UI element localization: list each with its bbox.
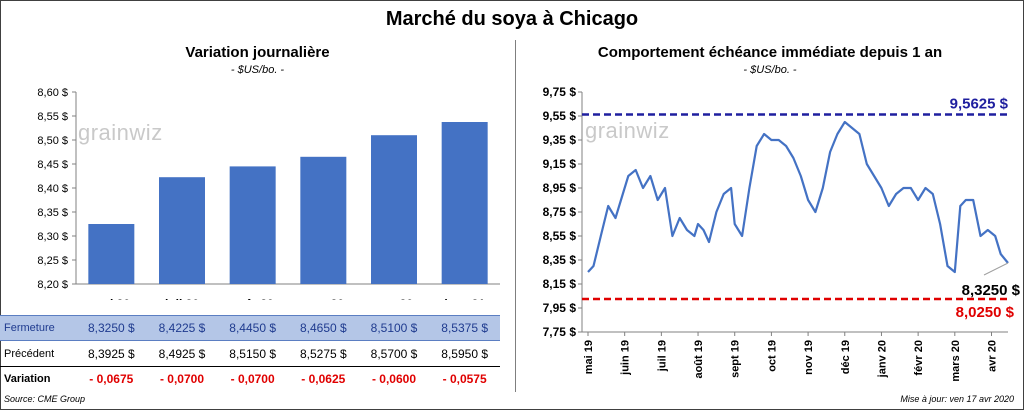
source-note: Source: CME Group bbox=[4, 394, 86, 404]
line-y-tick-label: 8,75 $ bbox=[543, 205, 577, 219]
min-value-label: 8,0250 $ bbox=[956, 304, 1015, 321]
update-note: Mise à jour: ven 17 avr 2020 bbox=[900, 394, 1014, 404]
table-cell: 8,4225 $ bbox=[158, 321, 206, 335]
table-cell: 8,5950 $ bbox=[441, 347, 489, 361]
bar-y-tick-label: 8,60 $ bbox=[37, 87, 68, 99]
table-cell: - 0,0675 bbox=[89, 372, 134, 386]
line-y-tick-label: 7,75 $ bbox=[543, 325, 577, 339]
table-row-label: Précédent bbox=[4, 348, 55, 360]
bar-y-tick-label: 8,20 $ bbox=[37, 279, 68, 291]
left-watermark-logo: grainwiz bbox=[78, 120, 163, 145]
last-value-leader-line bbox=[983, 262, 1009, 276]
table-cell: - 0,0700 bbox=[159, 372, 205, 386]
line-x-tick-label: août 19 bbox=[693, 340, 705, 379]
bar-y-tick-label: 8,55 $ bbox=[37, 111, 68, 123]
bar-y-tick-label: 8,35 $ bbox=[37, 207, 68, 219]
panel-divider bbox=[515, 40, 516, 392]
bar-y-tick-label: 8,45 $ bbox=[37, 159, 68, 171]
bar bbox=[300, 156, 347, 284]
bar-y-tick-label: 8,25 $ bbox=[37, 255, 68, 267]
right-panel-title: Comportement échéance immédiate depuis 1… bbox=[597, 44, 943, 61]
line-x-tick-label: juin 19 bbox=[620, 340, 632, 376]
table-row-label: Fermeture bbox=[4, 322, 55, 334]
table-cell: 8,3250 $ bbox=[87, 321, 135, 335]
bar-category-label: juil 20 bbox=[164, 297, 199, 300]
table-cell: - 0,0600 bbox=[371, 372, 417, 386]
line-x-tick-label: mai 19 bbox=[583, 340, 595, 374]
table-cell: - 0,0575 bbox=[442, 372, 487, 386]
bar-y-tick-label: 8,40 $ bbox=[37, 183, 68, 195]
line-x-tick-label: juil 19 bbox=[656, 340, 668, 372]
max-value-label: 9,5625 $ bbox=[950, 96, 1009, 113]
last-value-label: 8,3250 $ bbox=[962, 282, 1021, 299]
line-x-tick-label: nov 19 bbox=[803, 340, 815, 375]
table-row: Précédent 8,3925 $ 8,4925 $ 8,5150 $ 8,5275 … bbox=[0, 342, 500, 367]
line-x-tick-label: oct 19 bbox=[766, 340, 778, 372]
line-y-tick-label: 9,55 $ bbox=[543, 109, 577, 123]
line-y-tick-label: 8,55 $ bbox=[543, 229, 577, 243]
line-x-tick-label: sept 19 bbox=[730, 340, 742, 378]
bar bbox=[371, 135, 417, 284]
table-cell: 8,5100 $ bbox=[370, 321, 418, 335]
table-cell: - 0,0625 bbox=[301, 372, 346, 386]
bar bbox=[441, 122, 488, 284]
bar-category-label: mai 20 bbox=[93, 297, 131, 300]
right-watermark-logo: grainwiz bbox=[585, 118, 670, 143]
table-row: Fermeture 8,3250 $ 8,4225 $ 8,4450 $ 8,4650 … bbox=[0, 315, 500, 341]
line-x-tick-label: déc 19 bbox=[840, 340, 852, 374]
bar-category-label: sept 20 bbox=[303, 297, 345, 300]
bar-category-label: nov 20 bbox=[375, 297, 413, 300]
bar-category-label: août 20 bbox=[232, 297, 274, 300]
table-cell: 8,5150 $ bbox=[229, 347, 277, 361]
line-y-tick-label: 9,35 $ bbox=[543, 133, 577, 147]
table-cell: 8,5375 $ bbox=[441, 321, 489, 335]
page-title: Marché du soya à Chicago bbox=[385, 8, 639, 30]
bar bbox=[229, 166, 276, 284]
bar-y-tick-label: 8,30 $ bbox=[37, 231, 68, 243]
bar bbox=[159, 177, 205, 284]
table-cell: 8,4650 $ bbox=[299, 321, 347, 335]
line-x-tick-label: janv 20 bbox=[876, 340, 888, 378]
bar-chart: 8,20 $ 8,25 $ 8,30 $ 8,35 $ 8,40 $ 8,45 $ 8,50… bbox=[37, 87, 500, 300]
line-y-tick-label: 8,35 $ bbox=[543, 253, 577, 267]
bar-y-tick-label: 8,50 $ bbox=[37, 135, 68, 147]
table-row: Variation - 0,0675 - 0,0700 - 0,0700 - 0,062… bbox=[0, 367, 500, 391]
table-cell: 8,4925 $ bbox=[158, 347, 206, 361]
line-y-tick-label: 9,75 $ bbox=[543, 85, 577, 99]
line-y-tick-label: 7,95 $ bbox=[543, 301, 577, 315]
line-x-tick-label: févr 20 bbox=[913, 340, 925, 375]
table-row-label: Variation bbox=[4, 373, 51, 385]
line-x-tick-label: avr 20 bbox=[986, 340, 998, 372]
table-cell: 8,5275 $ bbox=[299, 347, 347, 361]
table-cell: - 0,0700 bbox=[230, 372, 275, 386]
line-x-tick-label: mars 20 bbox=[950, 340, 962, 382]
table-cell: 8,3925 $ bbox=[87, 347, 135, 361]
table-cell: 8,4450 $ bbox=[229, 321, 277, 335]
bar bbox=[88, 224, 135, 284]
left-panel-title: Variation journalière bbox=[185, 44, 330, 61]
line-y-tick-label: 8,95 $ bbox=[543, 181, 577, 195]
table-cell: 8,5700 $ bbox=[370, 347, 418, 361]
line-y-tick-label: 8,15 $ bbox=[543, 277, 577, 291]
price-line-series bbox=[587, 120, 1009, 274]
left-panel-unit: - $US/bo. - bbox=[230, 64, 285, 76]
bar-category-label: janv 21 bbox=[443, 297, 485, 300]
line-y-tick-label: 9,15 $ bbox=[543, 157, 577, 171]
right-panel-unit: - $US/bo. - bbox=[743, 64, 797, 76]
